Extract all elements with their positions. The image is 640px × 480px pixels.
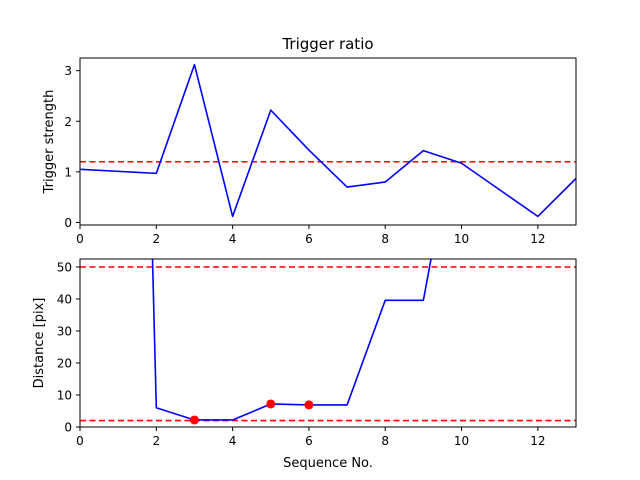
top-xtick-label: 6 — [305, 232, 313, 246]
top-series-line — [80, 63, 576, 218]
bottom-ytick-label: 30 — [57, 325, 72, 339]
top-xtick-label: 4 — [229, 232, 237, 246]
top-title: Trigger ratio — [281, 35, 373, 53]
bottom-data-point — [266, 399, 276, 409]
bottom-data-point — [189, 415, 199, 425]
bottom-xlabel: Sequence No. — [283, 456, 373, 471]
top-ytick-label: 1 — [64, 165, 72, 179]
top-xtick-label: 10 — [454, 232, 469, 246]
bottom-xtick-label: 10 — [454, 434, 469, 448]
bottom-series-line — [151, 259, 432, 421]
bottom-xtick-label: 4 — [229, 434, 237, 448]
bottom-ytick-label: 0 — [64, 421, 72, 435]
bottom-data-point — [304, 400, 314, 410]
bottom-ytick-label: 50 — [57, 261, 72, 275]
top-axes: Trigger ratio Trigger strength 0 2 4 6 8 10 12… — [42, 35, 577, 246]
top-xtick-label: 2 — [152, 232, 160, 246]
bottom-ylabel: Distance [pix] — [32, 298, 47, 389]
bottom-ytick-label: 20 — [57, 357, 72, 371]
top-xtick-label: 0 — [76, 232, 84, 246]
top-xtick-label: 12 — [530, 232, 545, 246]
top-xtick-label: 8 — [381, 232, 389, 246]
bottom-xtick-label: 6 — [305, 434, 313, 448]
bottom-axes-frame — [79, 258, 577, 428]
bottom-ytick-label: 10 — [57, 389, 72, 403]
top-ytick-label: 0 — [64, 216, 72, 230]
bottom-xtick-label: 2 — [152, 434, 160, 448]
top-axes-frame — [79, 57, 577, 226]
bottom-ytick-label: 40 — [57, 293, 72, 307]
bottom-axes: Distance [pix] 0 2 4 6 8 10 12 0 10 20 30 40 50 — [32, 258, 577, 448]
top-ylabel: Trigger strength — [42, 90, 57, 195]
top-ytick-label: 2 — [64, 115, 72, 129]
bottom-xtick-label: 12 — [530, 434, 545, 448]
top-ytick-label: 3 — [64, 64, 72, 78]
bottom-xtick-label: 8 — [381, 434, 389, 448]
bottom-xtick-label: 0 — [76, 434, 84, 448]
